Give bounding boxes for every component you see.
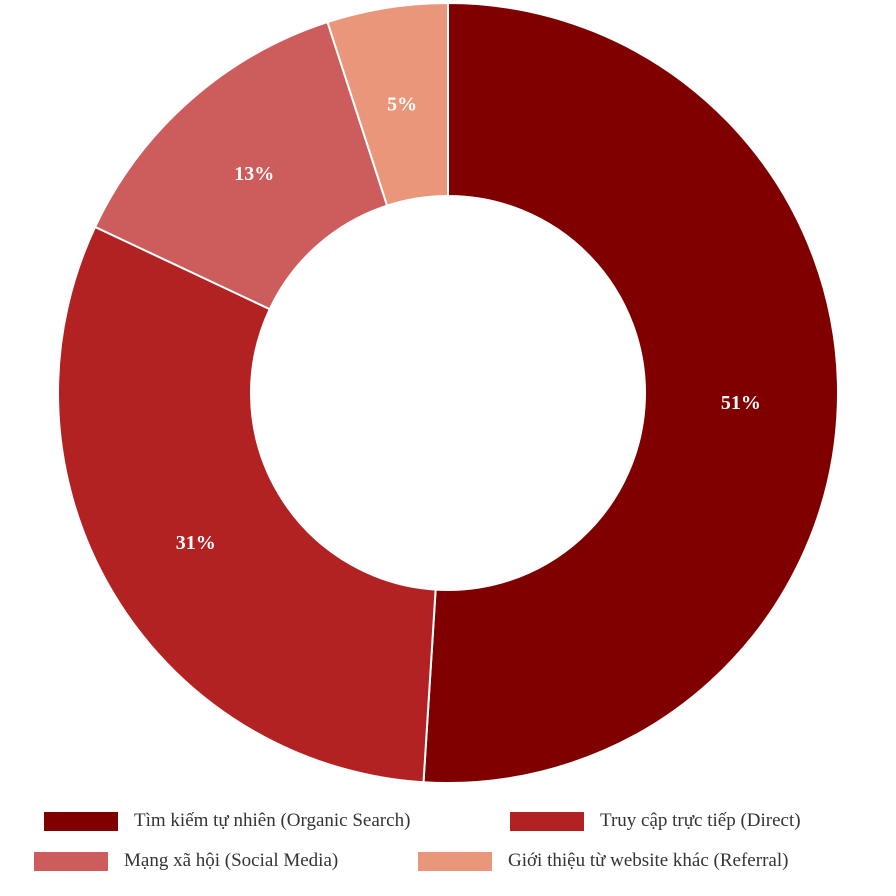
legend-label: Giới thiệu từ website khác (Referral) bbox=[508, 850, 789, 871]
legend-label: Tìm kiếm tự nhiên (Organic Search) bbox=[134, 810, 411, 831]
donut-chart: 51% 31% 13% 5% bbox=[57, 1, 839, 784]
legend: Tìm kiếm tự nhiên (Organic Search) Truy … bbox=[0, 800, 896, 896]
slice-social bbox=[93, 20, 389, 311]
slice-label-social: 13% bbox=[234, 163, 274, 185]
legend-swatch bbox=[418, 851, 492, 871]
legend-swatch bbox=[44, 811, 118, 831]
legend-item-referral: Giới thiệu từ website khác (Referral) bbox=[418, 850, 788, 872]
legend-label: Truy cập trực tiếp (Direct) bbox=[600, 810, 801, 831]
legend-item-organic: Tìm kiếm tự nhiên (Organic Search) bbox=[44, 810, 410, 832]
legend-label: Mạng xã hội (Social Media) bbox=[124, 850, 339, 871]
slice-label-direct: 31% bbox=[176, 532, 216, 554]
slice-direct bbox=[57, 225, 437, 784]
legend-item-social: Mạng xã hội (Social Media) bbox=[34, 850, 338, 872]
slice-organic bbox=[422, 1, 839, 784]
slice-label-organic: 51% bbox=[721, 392, 761, 414]
legend-item-direct: Truy cập trực tiếp (Direct) bbox=[510, 810, 801, 832]
slice-referral bbox=[326, 1, 449, 207]
legend-swatch bbox=[34, 851, 108, 871]
legend-swatch bbox=[510, 811, 584, 831]
slice-label-referral: 5% bbox=[387, 94, 417, 116]
